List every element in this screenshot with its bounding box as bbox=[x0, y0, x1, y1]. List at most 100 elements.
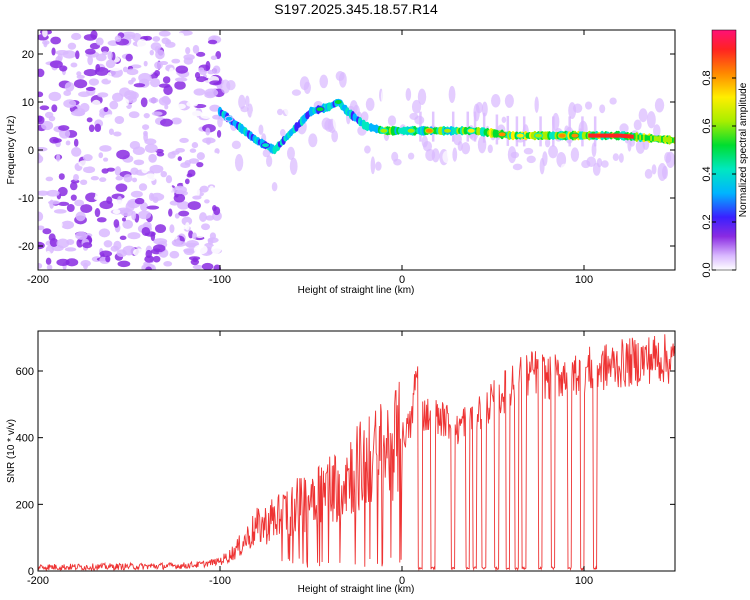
halo-blob bbox=[560, 163, 568, 171]
halo-blob bbox=[518, 168, 528, 176]
noise-blob bbox=[140, 202, 148, 212]
noise-blob bbox=[106, 167, 116, 172]
halo-blob bbox=[234, 153, 244, 172]
y-tick-label: 0 bbox=[28, 145, 34, 157]
noise-blob bbox=[201, 223, 211, 231]
colorbar-label: Normalized spectral amplitude bbox=[738, 82, 749, 217]
noise-blob bbox=[192, 44, 200, 54]
halo-blob bbox=[534, 96, 539, 113]
noise-blob bbox=[95, 37, 104, 46]
halo-blob bbox=[240, 106, 249, 113]
peak-segment bbox=[650, 135, 653, 141]
noise-blob bbox=[84, 48, 96, 55]
noise-blob bbox=[56, 154, 61, 162]
noise-blob bbox=[38, 91, 44, 98]
peak-segment bbox=[639, 134, 642, 140]
peak-segment bbox=[604, 133, 608, 138]
halo-blob bbox=[247, 103, 253, 118]
halo-blob bbox=[393, 158, 402, 166]
noise-blob bbox=[70, 62, 78, 68]
peak-segment bbox=[655, 136, 659, 142]
noise-blob bbox=[71, 147, 82, 157]
hot-spot bbox=[315, 106, 325, 113]
peak-segment bbox=[673, 137, 675, 143]
noise-blob bbox=[108, 128, 114, 135]
noise-blob bbox=[167, 151, 176, 159]
noise-blob bbox=[99, 250, 113, 258]
halo-blob bbox=[448, 85, 456, 103]
noise-blob bbox=[82, 154, 93, 162]
noise-blob bbox=[154, 61, 163, 70]
halo-blob bbox=[646, 111, 656, 129]
noise-blob bbox=[194, 72, 201, 79]
x-tick-label: 100 bbox=[575, 575, 593, 587]
noise-blob bbox=[216, 129, 222, 138]
noise-blob bbox=[144, 143, 158, 154]
halo-blob bbox=[512, 163, 523, 171]
noise-blob bbox=[65, 140, 71, 146]
peak-segment bbox=[648, 135, 651, 141]
noise-blob bbox=[183, 248, 195, 256]
colorbar-tick-label: 0.0 bbox=[701, 262, 713, 277]
peak-segment bbox=[644, 135, 648, 141]
noise-blob bbox=[196, 51, 206, 57]
halo-blob bbox=[542, 151, 548, 167]
noise-blob bbox=[184, 178, 190, 185]
noise-blob bbox=[38, 68, 45, 78]
colorbar-tick-label: 0.4 bbox=[701, 166, 713, 181]
x-tick-label: -100 bbox=[209, 274, 231, 286]
x-tick-label: -100 bbox=[209, 575, 231, 587]
noise-blob bbox=[158, 30, 171, 37]
halo-blob bbox=[670, 118, 675, 130]
peak-segment bbox=[599, 133, 602, 138]
noise-blob bbox=[101, 168, 109, 174]
noise-blob bbox=[88, 124, 95, 133]
noise-blob bbox=[207, 39, 218, 45]
peak-segment bbox=[637, 134, 640, 140]
halo-blob bbox=[651, 164, 657, 175]
noise-blob bbox=[131, 210, 137, 221]
noise-blob bbox=[141, 166, 149, 174]
noise-blob bbox=[42, 228, 52, 235]
noise-blob bbox=[119, 235, 127, 241]
noise-blob bbox=[122, 219, 134, 229]
noise-blob bbox=[191, 142, 199, 149]
peak-segment bbox=[611, 133, 615, 138]
noise-blob bbox=[97, 92, 109, 98]
noise-blob bbox=[161, 95, 170, 104]
noise-blob bbox=[59, 128, 71, 139]
halo-blob bbox=[599, 104, 606, 114]
halo-blob bbox=[601, 160, 609, 168]
noise-blob bbox=[45, 250, 51, 258]
noise-blob bbox=[83, 69, 98, 77]
x-tick-label: -200 bbox=[27, 575, 49, 587]
snr-panel: -200 -100 0 100 0 200 400 600 Height of straigh… bbox=[6, 330, 676, 595]
noise-blob bbox=[148, 192, 155, 201]
noise-blob bbox=[163, 261, 173, 267]
peak-segment bbox=[657, 136, 661, 142]
noise-blob bbox=[177, 156, 182, 162]
noise-blob bbox=[205, 127, 211, 136]
noise-blob bbox=[195, 187, 200, 198]
noise-blob bbox=[38, 115, 45, 125]
peak-segment bbox=[661, 136, 664, 142]
halo-blob bbox=[526, 155, 536, 164]
noise-blob bbox=[209, 104, 221, 112]
halo-blob bbox=[266, 155, 273, 167]
noise-blob bbox=[95, 191, 100, 200]
halo-blob bbox=[289, 157, 298, 176]
halo-blob bbox=[653, 124, 661, 138]
noise-blob bbox=[193, 244, 208, 255]
hot-spot bbox=[443, 127, 452, 134]
noise-blob bbox=[126, 68, 139, 76]
peak-segment bbox=[610, 133, 613, 138]
noise-blob bbox=[48, 91, 62, 102]
noise-blob bbox=[137, 210, 152, 220]
noise-blob bbox=[138, 72, 152, 83]
noise-blob bbox=[106, 72, 112, 81]
noise-blob bbox=[56, 220, 63, 229]
noise-blob bbox=[138, 183, 148, 191]
noise-blob bbox=[156, 151, 165, 157]
